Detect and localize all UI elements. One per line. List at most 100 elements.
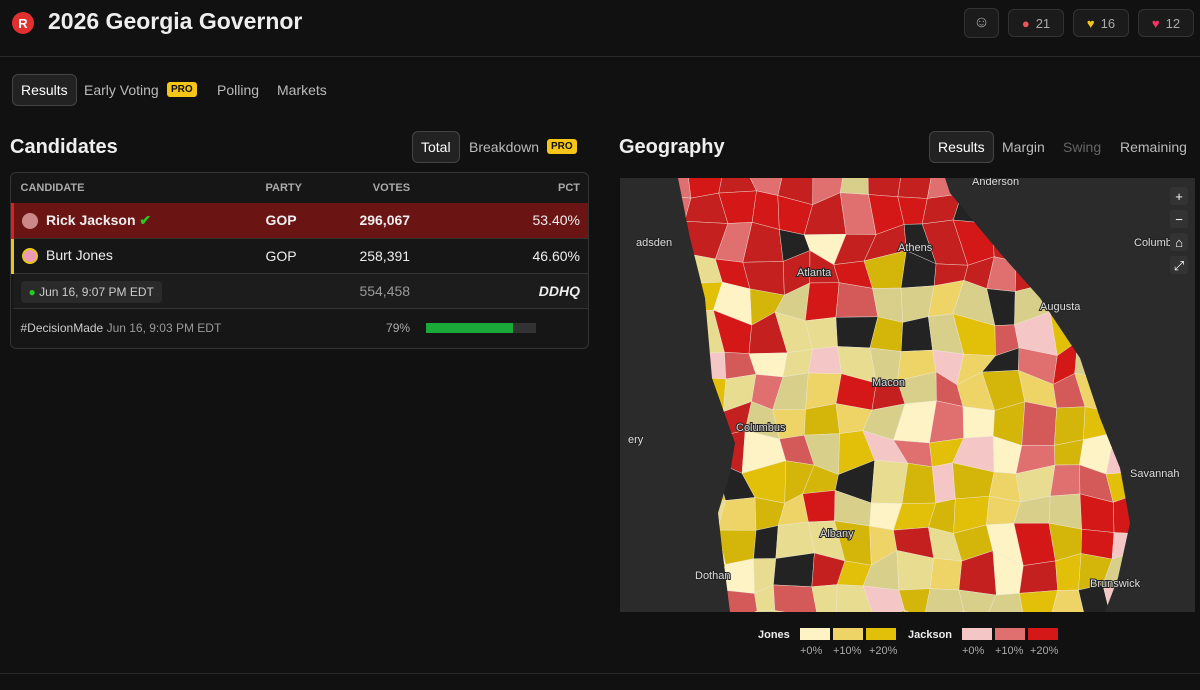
county[interactable] bbox=[923, 588, 965, 612]
results-table: CANDIDATE PARTY VOTES PCT Rick Jackson ✔ GOP… bbox=[10, 172, 589, 349]
column-header: VOTES bbox=[372, 182, 411, 194]
county[interactable] bbox=[901, 463, 937, 504]
toggle[interactable]: Results bbox=[929, 131, 994, 163]
svg-text:−: − bbox=[1175, 212, 1183, 227]
update-time: Jun 16, 9:07 PM EDT bbox=[39, 284, 154, 299]
toggle[interactable]: Swing bbox=[1063, 139, 1102, 155]
city-label: Athens bbox=[898, 242, 933, 254]
county[interactable] bbox=[1078, 584, 1113, 612]
total-votes: 554,458 bbox=[359, 282, 411, 299]
svg-text:⌂: ⌂ bbox=[1175, 235, 1183, 250]
county[interactable] bbox=[898, 588, 931, 612]
reaction-count: 21 bbox=[1035, 15, 1051, 31]
county[interactable] bbox=[1051, 589, 1088, 612]
add-reaction[interactable]: ☺ bbox=[964, 8, 999, 38]
county[interactable] bbox=[753, 525, 779, 559]
reaction[interactable]: ♥ 16 bbox=[1073, 9, 1129, 37]
county[interactable] bbox=[1050, 464, 1081, 497]
decision-tag: #DecisionMade bbox=[20, 321, 104, 336]
city-label: Atlanta bbox=[797, 267, 832, 279]
county[interactable] bbox=[1021, 401, 1057, 446]
county[interactable] bbox=[773, 552, 815, 587]
reaction-count: 16 bbox=[1100, 15, 1116, 31]
county[interactable] bbox=[1019, 560, 1058, 594]
votes: 296,067 bbox=[359, 212, 411, 229]
city-label: Anderson bbox=[972, 178, 1019, 188]
county[interactable] bbox=[808, 346, 842, 374]
county[interactable] bbox=[802, 490, 836, 523]
tab[interactable]: Markets bbox=[277, 82, 327, 98]
city-label: Macon bbox=[872, 377, 905, 389]
county[interactable] bbox=[782, 348, 813, 378]
toggle[interactable]: Margin bbox=[1002, 139, 1045, 155]
reaction-count: 12 bbox=[1165, 15, 1181, 31]
county[interactable] bbox=[1019, 590, 1058, 612]
county[interactable] bbox=[1054, 406, 1086, 446]
city-label: adsden bbox=[636, 237, 672, 249]
county[interactable] bbox=[900, 316, 933, 352]
map-controls[interactable]: + − ⌂ ⤢ bbox=[1170, 187, 1188, 274]
logo[interactable]: R bbox=[12, 12, 34, 34]
county[interactable] bbox=[811, 584, 838, 612]
county[interactable] bbox=[867, 178, 904, 197]
legend-step: +10% bbox=[995, 645, 1024, 657]
legend-step: +20% bbox=[1030, 645, 1059, 657]
svg-text:+: + bbox=[1175, 189, 1183, 204]
map[interactable]: AndersonAthensAtlantaColumbiaAugustaMaco… bbox=[620, 178, 1195, 612]
county[interactable] bbox=[773, 584, 818, 612]
toggle[interactable]: Remaining bbox=[1120, 139, 1187, 155]
pct: 53.40% bbox=[532, 212, 580, 229]
candidate-row[interactable]: Burt Jones GOP 258,391 46.60% bbox=[12, 238, 588, 273]
legend: Jones +0% +10% +20% Jackson +0% +10% +20… bbox=[758, 627, 1068, 667]
pro-badge: PRO bbox=[547, 139, 577, 154]
votes: 258,391 bbox=[359, 247, 411, 264]
county[interactable] bbox=[840, 178, 869, 195]
tab[interactable]: Results bbox=[12, 74, 77, 106]
column-header: CANDIDATE bbox=[20, 182, 85, 194]
county[interactable] bbox=[929, 558, 963, 591]
city-label: Augusta bbox=[1040, 301, 1081, 313]
reaction[interactable]: ● 21 bbox=[1008, 9, 1064, 37]
tab[interactable]: Early Voting bbox=[84, 82, 159, 98]
legend-step: +0% bbox=[800, 645, 823, 657]
legend-label: Jackson bbox=[908, 629, 953, 641]
county[interactable] bbox=[962, 406, 995, 439]
toggle[interactable]: Total bbox=[412, 131, 460, 163]
county[interactable] bbox=[775, 521, 815, 559]
reporting-track bbox=[426, 323, 537, 334]
county[interactable] bbox=[986, 593, 1025, 612]
toggle[interactable]: Breakdown bbox=[469, 139, 540, 155]
pro-badge: PRO bbox=[167, 82, 197, 97]
county[interactable] bbox=[932, 462, 956, 504]
tab[interactable]: Polling bbox=[217, 82, 260, 98]
section-title: Candidates bbox=[10, 136, 118, 158]
column-header: PCT bbox=[558, 182, 580, 194]
reaction[interactable]: ♥ 12 bbox=[1138, 9, 1194, 37]
county[interactable] bbox=[836, 584, 876, 612]
source: DDHQ bbox=[538, 282, 580, 299]
divider bbox=[0, 56, 1200, 57]
county[interactable] bbox=[805, 282, 840, 322]
column-header: PARTY bbox=[265, 182, 302, 194]
section-title: Geography bbox=[619, 136, 725, 158]
reporting-label: 79% bbox=[386, 321, 411, 336]
legend-step: +20% bbox=[869, 645, 898, 657]
city-label: Dothan bbox=[695, 570, 730, 582]
divider bbox=[0, 673, 1200, 674]
party: GOP bbox=[265, 212, 297, 229]
city-label: Albany bbox=[820, 528, 854, 540]
county[interactable] bbox=[757, 610, 776, 612]
pct: 46.60% bbox=[532, 247, 580, 264]
city-label: Brunswick bbox=[1090, 578, 1141, 590]
candidate-row[interactable]: Rick Jackson ✔ GOP 296,067 53.40% bbox=[12, 203, 588, 238]
legend-step: +10% bbox=[833, 645, 862, 657]
county[interactable] bbox=[871, 459, 909, 504]
candidate-name: Burt Jones bbox=[46, 246, 113, 263]
legend-step: +0% bbox=[962, 645, 985, 657]
county[interactable] bbox=[958, 589, 997, 612]
county[interactable] bbox=[718, 178, 757, 194]
city-label: Columbus bbox=[736, 422, 786, 434]
legend-label: Jones bbox=[758, 629, 790, 641]
decision-time: Jun 16, 9:03 PM EDT bbox=[106, 321, 222, 336]
